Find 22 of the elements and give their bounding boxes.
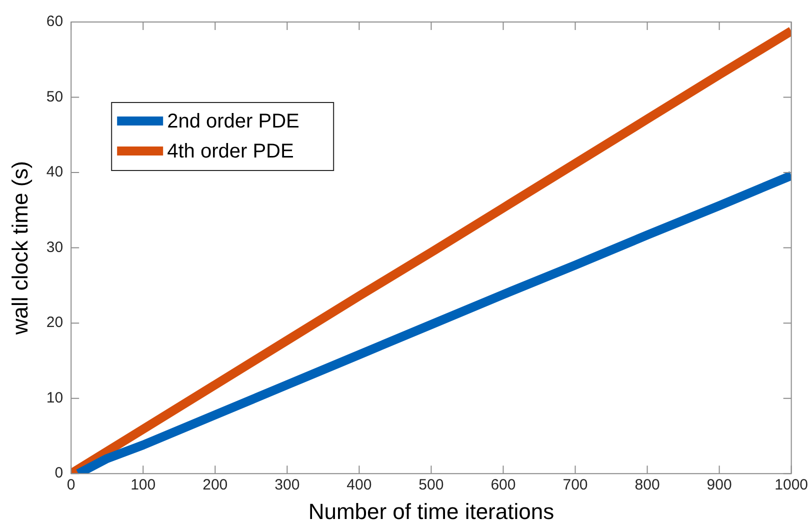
y-tick-label: 40: [46, 164, 64, 181]
y-tick-label: 30: [46, 238, 64, 256]
y-tick-label: 0: [54, 464, 64, 482]
x-tick-label: 900: [706, 476, 732, 494]
y-tick-label: 10: [46, 389, 64, 406]
legend-label: 4th order PDE: [167, 140, 294, 163]
x-axis-title: Number of time iterations: [308, 498, 554, 524]
x-tick-label: 100: [130, 476, 156, 494]
x-tick-label: 300: [274, 476, 300, 494]
x-tick-label: 200: [202, 476, 228, 494]
x-tick-label: 700: [562, 476, 588, 494]
y-tick-label: 50: [46, 88, 64, 106]
x-tick-label: 0: [66, 476, 76, 494]
x-tick-label: 600: [490, 476, 516, 494]
x-tick-label: 400: [346, 476, 372, 494]
legend-label: 2nd order PDE: [167, 110, 300, 133]
x-tick-label: 500: [418, 476, 444, 494]
y-tick-label: 20: [46, 314, 64, 332]
y-tick-label: 60: [46, 13, 64, 30]
y-axis-title: wall clock time (s): [7, 161, 32, 336]
x-tick-label: 800: [634, 476, 660, 494]
x-tick-label: 1000: [774, 476, 808, 494]
